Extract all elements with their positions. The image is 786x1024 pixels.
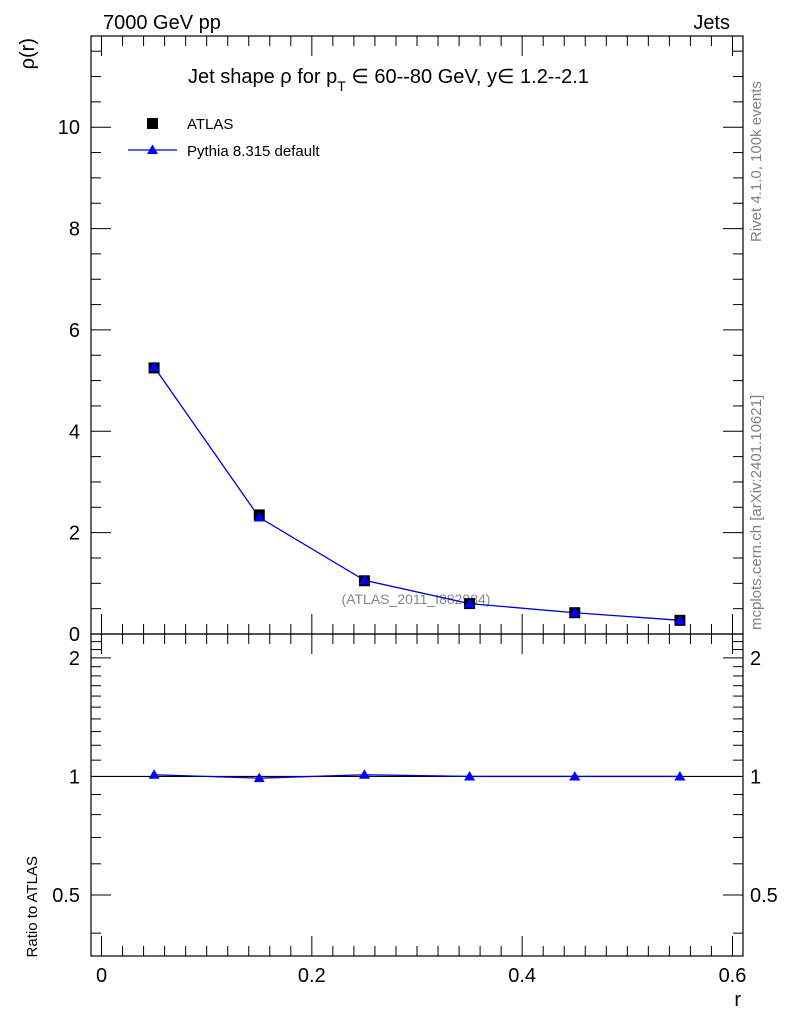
ratio-point [148,769,160,779]
legend-atlas-label: ATLAS [187,116,233,133]
y-tick-label: 2 [69,523,80,545]
energy-label: 7000 GeV pp [103,12,221,34]
mcplots-label: mcplots.cern.ch [arXiv:2401.10621] [748,395,765,630]
analysis-watermark: (ATLAS_2011_I882984) [342,591,491,607]
main-y-axis-title: ρ(r) [17,38,39,69]
y-tick-label: 4 [69,421,80,443]
ratio-tick-label-left: 1 [69,766,80,788]
pythia-point [358,574,370,585]
x-tick-label: 0.6 [719,965,747,987]
x-axis-title: r [734,989,741,1011]
main-series-layer [148,361,686,626]
pythia-point [253,511,265,522]
ratio-point [358,769,370,779]
ratio-tick-label-right: 2 [750,648,761,670]
ratio-axis-ticks: 0.5 0.5 1 1 2 2 [52,641,778,934]
ratio-tick-label-left: 2 [69,648,80,670]
ratio-point [674,770,686,781]
x-tick-label: 0 [96,965,107,987]
category-label: Jets [693,12,730,34]
main-title: Jet shape ρ for pT ∈ 60--80 GeV, y∈ 1.2-… [188,66,589,94]
ratio-tick-label-right: 1 [750,766,761,788]
x-axis-ticks: 0 0.2 0.4 0.6 [96,36,746,987]
ratio-y-axis-title: Ratio to ATLAS [24,856,41,957]
legend-pythia-label: Pythia 8.315 default [187,143,320,160]
pythia-point [464,598,476,608]
pythia-point [569,607,581,617]
ratio-point [464,770,476,781]
ratio-plot-frame [90,633,744,957]
x-tick-label: 0.4 [508,965,536,987]
y-tick-label: 0 [69,624,80,646]
pythia-point [674,614,686,625]
rivet-label: Rivet 4.1.0, 100k events [748,81,765,242]
y-tick-label: 10 [58,117,80,139]
ratio-tick-label-left: 0.5 [52,885,80,907]
y-tick-label: 6 [69,320,80,342]
pythia-line [153,366,680,621]
legend-pythia-marker [147,144,158,154]
y-tick-label: 8 [69,219,80,241]
ratio-tick-label-right: 0.5 [750,885,778,907]
ratio-point [253,772,265,783]
x-tick-label: 0.2 [298,965,326,987]
ratio-line [154,774,680,779]
ratio-point [569,770,581,781]
main-axis-ticks: 0 2 4 6 8 10 [58,50,743,646]
pythia-point [148,361,160,371]
legend-atlas-marker [147,118,158,129]
ratio-series-layer [148,769,686,783]
